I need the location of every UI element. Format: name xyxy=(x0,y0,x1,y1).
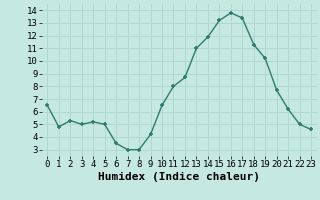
X-axis label: Humidex (Indice chaleur): Humidex (Indice chaleur) xyxy=(98,172,260,182)
